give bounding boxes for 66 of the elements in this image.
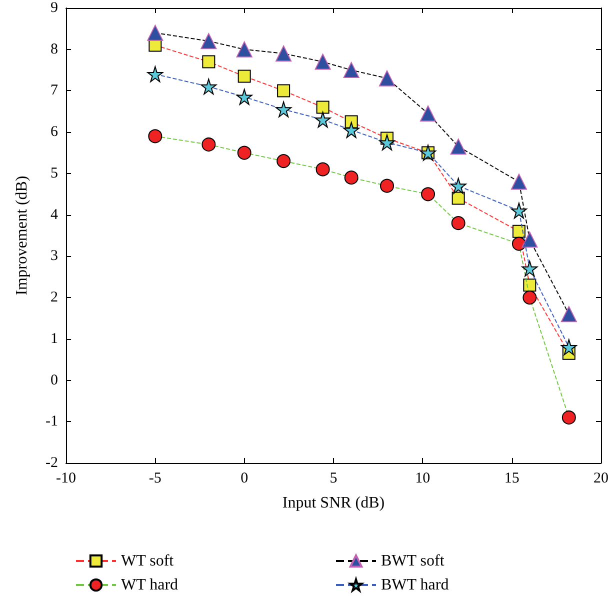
point <box>314 112 331 128</box>
point <box>276 101 292 118</box>
y-tick-label: 1 <box>50 330 58 347</box>
point <box>420 105 436 122</box>
point <box>202 138 216 152</box>
x-tick-label: -5 <box>148 470 162 486</box>
y-tick-label: 0 <box>50 372 58 388</box>
point <box>562 410 576 424</box>
y-tick-label: 7 <box>50 82 58 99</box>
x-tick-label: 5 <box>330 470 338 486</box>
point <box>276 154 291 168</box>
x-axis-title: Input SNR (dB) <box>282 494 385 512</box>
point <box>379 70 395 86</box>
point <box>276 46 292 62</box>
point <box>421 187 436 202</box>
point <box>314 54 331 70</box>
point <box>512 224 526 238</box>
point <box>560 306 577 322</box>
point <box>523 278 536 292</box>
x-tick-label: -10 <box>56 470 76 486</box>
y-tick-label: -2 <box>46 455 58 471</box>
point <box>148 129 162 144</box>
point <box>450 178 466 194</box>
point <box>451 216 466 230</box>
point <box>236 41 252 58</box>
legend-label: WT hard <box>121 576 178 594</box>
point <box>522 232 538 248</box>
x-tick-label: 15 <box>504 470 520 486</box>
y-tick-label: 8 <box>50 41 58 58</box>
point <box>379 134 395 150</box>
point <box>452 192 465 205</box>
x-tick-label: 10 <box>415 470 430 486</box>
y-tick-label: 6 <box>50 124 58 140</box>
point <box>200 33 217 50</box>
point <box>560 339 577 356</box>
y-tick-label: 9 <box>50 0 58 16</box>
point <box>510 174 527 190</box>
x-tick-label: 20 <box>594 470 608 486</box>
point <box>277 84 290 98</box>
point <box>202 55 216 68</box>
point <box>343 122 360 138</box>
point <box>450 138 466 155</box>
y-tick-label: 3 <box>50 248 58 264</box>
point <box>344 170 358 185</box>
y-tick-label: 4 <box>50 206 58 223</box>
point <box>238 70 251 83</box>
point <box>316 100 330 114</box>
point <box>522 260 538 277</box>
point <box>147 24 164 41</box>
legend-label: BWT hard <box>381 576 449 594</box>
point <box>510 202 527 219</box>
point <box>522 290 537 305</box>
y-axis-title: Improvement (dB) <box>14 176 30 296</box>
y-tick-label: 5 <box>50 165 58 182</box>
legend-label: WT soft <box>121 552 174 570</box>
y-tick-label: -1 <box>46 414 58 430</box>
x-tick-label: 0 <box>240 470 248 486</box>
y-tick-label: 2 <box>50 290 58 306</box>
point <box>380 178 394 193</box>
point <box>147 66 164 82</box>
point <box>343 62 360 78</box>
point <box>316 162 330 176</box>
point <box>200 78 217 95</box>
point <box>237 146 252 160</box>
legend-label: BWT soft <box>381 552 445 570</box>
point <box>236 88 252 105</box>
